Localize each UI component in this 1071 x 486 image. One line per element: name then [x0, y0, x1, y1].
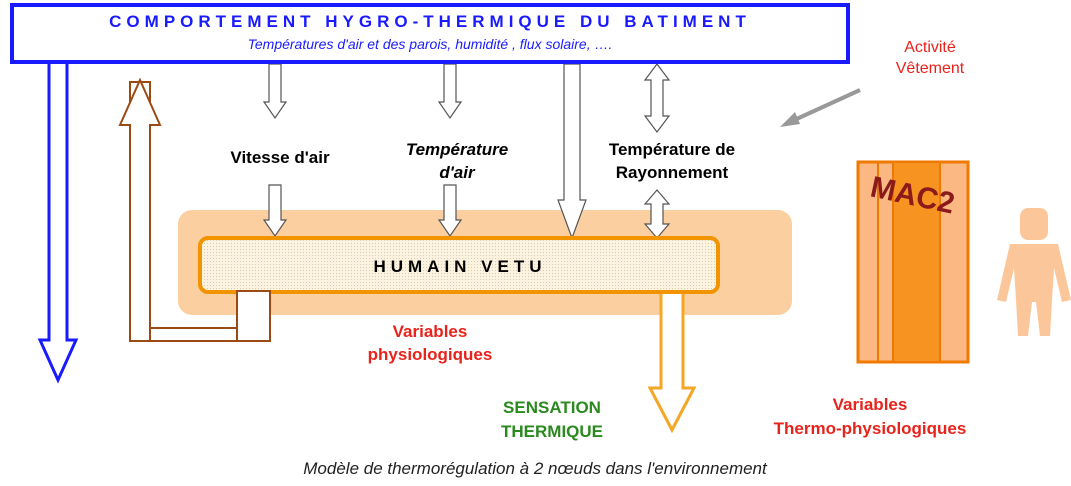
- pointer-head: [780, 112, 800, 127]
- arrow: [37, 58, 79, 384]
- human-box: [198, 236, 720, 294]
- output-label: Thermo-physiologiques: [774, 419, 967, 438]
- input-label: Température: [406, 140, 508, 159]
- arrow: [118, 77, 162, 342]
- input-label: Température de: [609, 140, 735, 159]
- output-label: SENSATION: [503, 398, 601, 417]
- human-label: HUMAIN VETU: [373, 257, 546, 276]
- pointer: [789, 88, 861, 124]
- human-figure: [997, 208, 1071, 336]
- arrow: [437, 63, 463, 120]
- building-subtitle: Températures d'air et des parois, humidi…: [248, 36, 613, 52]
- input-label: d'air: [439, 163, 476, 182]
- output-label: Variables: [393, 322, 468, 341]
- building-box: [10, 3, 850, 64]
- building-title: COMPORTEMENT HYGRO-THERMIQUE DU BATIMENT: [109, 12, 751, 31]
- side-note: Vêtement: [896, 60, 965, 77]
- arrows: [37, 58, 697, 434]
- node-box: [236, 290, 271, 342]
- input-label: Rayonnement: [616, 163, 729, 182]
- caption: Modèle de thermorégulation à 2 nœuds dan…: [303, 459, 768, 478]
- arrow: [557, 63, 587, 240]
- arrow: [262, 63, 288, 120]
- arrow: [262, 184, 288, 238]
- side-note: Activité: [904, 39, 956, 56]
- arrow: [437, 184, 463, 238]
- output-label: THERMIQUE: [501, 422, 603, 441]
- arrow: [643, 63, 671, 133]
- output-label: physiologiques: [368, 345, 493, 364]
- output-label: Variables: [833, 395, 908, 414]
- mac-core: [892, 161, 941, 363]
- arrow: [647, 290, 697, 434]
- input-label: Vitesse d'air: [230, 148, 330, 167]
